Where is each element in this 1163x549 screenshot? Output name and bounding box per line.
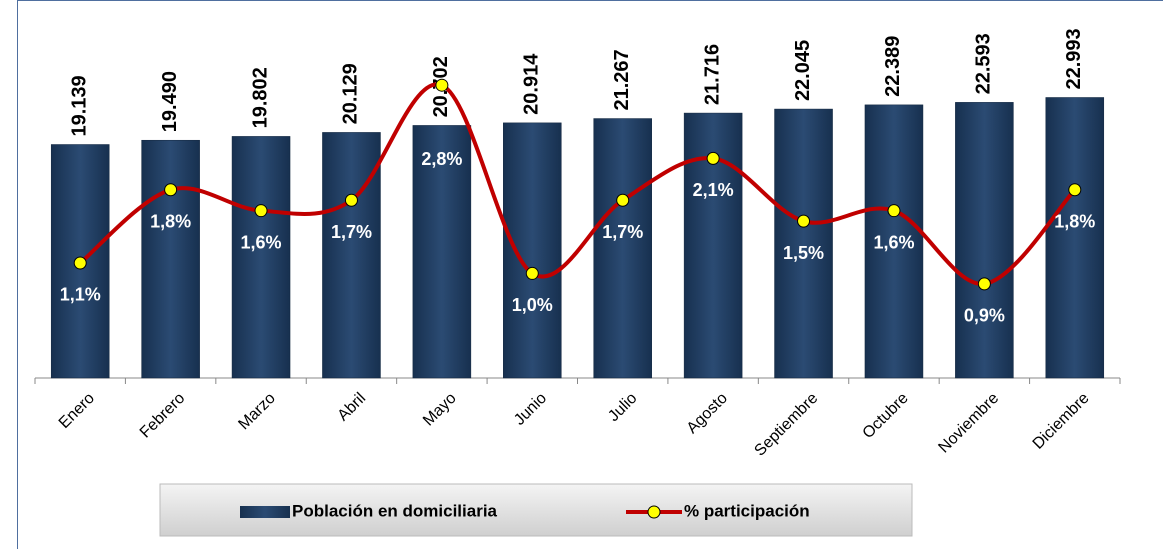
line-marker [164,183,178,197]
line-marker [616,193,630,207]
x-tick-label: Diciembre [1030,390,1093,453]
x-tick-label: Mayo [420,390,460,430]
legend-swatch [240,506,290,518]
line-marker [1068,183,1082,197]
data-label: 22.993 [1063,28,1085,89]
x-tick-label: Junio [511,390,550,429]
data-label: 19.490 [159,71,181,132]
data-label: 21.716 [701,44,723,105]
data-label: 1,5% [783,243,824,263]
x-tick-label: Abril [335,390,370,425]
x-tick-label: Noviembre [935,390,1002,457]
x-tick-label: Marzo [235,390,279,434]
data-label: 1,8% [150,212,191,232]
data-label: 1,0% [512,295,553,315]
bar [774,108,833,379]
data-label: 19.139 [68,75,90,136]
x-tick-label: Febrero [137,390,189,442]
data-label: 1,1% [60,285,101,305]
line-marker [887,204,901,218]
data-label: 1,6% [241,232,282,252]
data-label: 2,1% [693,180,734,200]
x-tick-label: Septiembre [751,390,821,460]
line-marker [254,204,268,218]
line [78,82,1077,286]
data-label: 19.802 [249,67,271,128]
line-marker [73,256,87,270]
bar [864,104,924,379]
line-marker [706,151,720,165]
line-marker [977,277,991,291]
x-tick-label: Julio [605,390,640,425]
x-tick-label: Agosto [684,390,731,437]
bar [231,136,291,379]
data-label: 1,8% [1054,212,1095,232]
data-label: 2,8% [421,149,462,169]
legend-marker [647,505,661,519]
data-label: 22.593 [973,33,995,94]
legend-label: Población en domiciliaria [292,501,498,520]
x-tick-label: Enero [56,390,98,432]
bar [412,125,472,379]
legend-label: % participación [684,501,810,520]
data-label: 20.914 [521,53,543,115]
data-label: 22.389 [882,36,904,97]
data-label: 22.045 [792,40,814,101]
bar [141,139,200,379]
bar [322,132,381,379]
bar [593,118,652,379]
bar [955,102,1014,379]
line-marker [797,214,811,228]
data-label: 20.129 [340,63,362,124]
data-label: 21.267 [611,49,633,110]
data-label: 0,9% [964,306,1005,326]
x-tick-label: Octubre [859,390,911,442]
data-label: 1,7% [331,222,372,242]
data-label: 1,6% [873,232,914,252]
bar [503,122,562,379]
bar [1045,97,1105,379]
line-marker [525,266,539,280]
data-label: 1,7% [602,222,643,242]
line-marker [344,193,358,207]
line-marker [435,78,449,92]
